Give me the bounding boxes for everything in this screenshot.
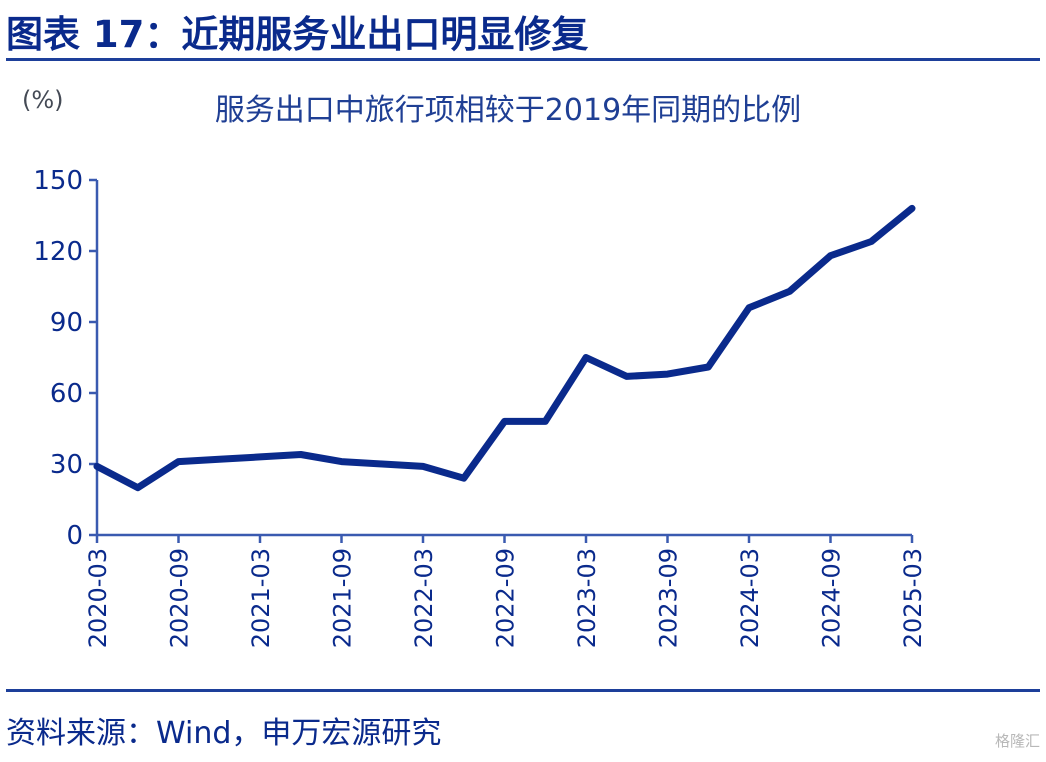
x-tick-label: 2024-09 <box>818 548 846 648</box>
x-tick-label: 2020-03 <box>84 548 112 648</box>
watermark: 格隆汇 <box>994 732 1040 750</box>
data-point <box>828 253 833 258</box>
data-point <box>869 239 874 244</box>
data-point <box>176 459 181 464</box>
y-axis-unit: (%) <box>22 86 64 114</box>
line-chart: (%) 服务出口中旅行项相较于2019年同期的比例 0 30 60 90 120 150 2… <box>22 86 927 648</box>
x-tick-label: 2023-03 <box>573 548 601 648</box>
data-point <box>135 485 140 490</box>
data-point <box>665 372 670 377</box>
figure-title: 图表 17：近期服务业出口明显修复 <box>6 13 589 56</box>
series-travel-ratio <box>93 204 916 492</box>
x-tick-label: 2020-09 <box>166 548 194 648</box>
data-point <box>421 464 425 469</box>
data-point <box>543 419 548 424</box>
x-tick-label: 2021-09 <box>329 548 357 648</box>
data-point <box>502 419 507 424</box>
x-tick-label: 2021-03 <box>247 548 275 648</box>
x-tick-label: 2022-09 <box>492 548 520 648</box>
y-tick-label: 120 <box>33 237 83 267</box>
data-point <box>461 476 466 481</box>
axes: 0 30 60 90 120 150 2020-03 2020-09 2021-03 2021-0… <box>33 166 927 648</box>
x-tick-label: 2023-09 <box>655 548 683 648</box>
data-point <box>380 462 385 466</box>
data-point <box>339 459 344 464</box>
data-point <box>95 464 99 469</box>
top-divider <box>6 58 1040 61</box>
y-tick-label: 60 <box>50 379 83 409</box>
y-tick-label: 90 <box>50 308 83 338</box>
series-line <box>93 204 916 492</box>
source-note: 资料来源：Wind，申万宏源研究 <box>6 716 442 751</box>
data-point <box>298 452 303 457</box>
data-point <box>787 289 792 294</box>
data-point <box>910 206 914 211</box>
data-point <box>217 457 222 462</box>
bottom-divider <box>6 689 1040 692</box>
y-tick-label: 30 <box>50 450 83 480</box>
x-tick-label: 2025-03 <box>899 548 927 648</box>
chart-title: 服务出口中旅行项相较于2019年同期的比例 <box>215 93 801 128</box>
x-tick-label: 2022-03 <box>410 548 438 648</box>
data-point <box>706 364 711 369</box>
y-tick-label: 150 <box>33 166 83 196</box>
data-point <box>258 454 262 459</box>
data-point <box>624 374 629 379</box>
data-point <box>584 355 588 360</box>
y-tick-label: 0 <box>66 521 83 551</box>
data-point <box>747 305 751 310</box>
x-tick-label: 2024-03 <box>736 548 764 648</box>
